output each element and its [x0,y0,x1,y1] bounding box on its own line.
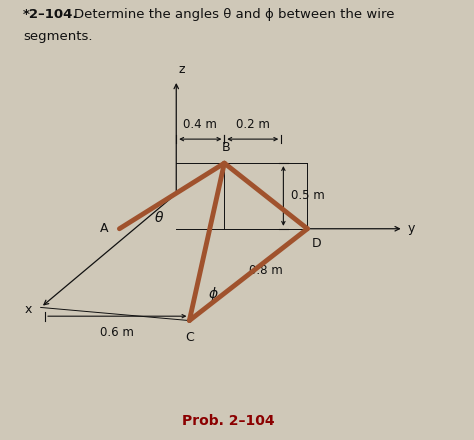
Text: Determine the angles θ and ϕ between the wire: Determine the angles θ and ϕ between the… [73,8,394,21]
Text: segments.: segments. [23,30,93,43]
Text: θ: θ [155,211,163,225]
Text: 0.6 m: 0.6 m [100,326,134,339]
Text: y: y [408,222,415,235]
Text: z: z [178,63,185,76]
Text: C: C [185,331,194,345]
Text: 0.4 m: 0.4 m [183,118,217,131]
Text: B: B [222,140,231,154]
Text: ϕ: ϕ [209,287,218,301]
Text: 0.2 m: 0.2 m [236,118,270,131]
Text: x: x [25,303,32,316]
Text: A: A [100,222,109,235]
Text: Prob. 2–104: Prob. 2–104 [182,414,275,428]
Text: 0.5 m: 0.5 m [291,190,325,202]
Text: *2–104.: *2–104. [23,8,79,21]
Text: D: D [312,238,321,250]
Text: 0.8 m: 0.8 m [249,264,283,277]
